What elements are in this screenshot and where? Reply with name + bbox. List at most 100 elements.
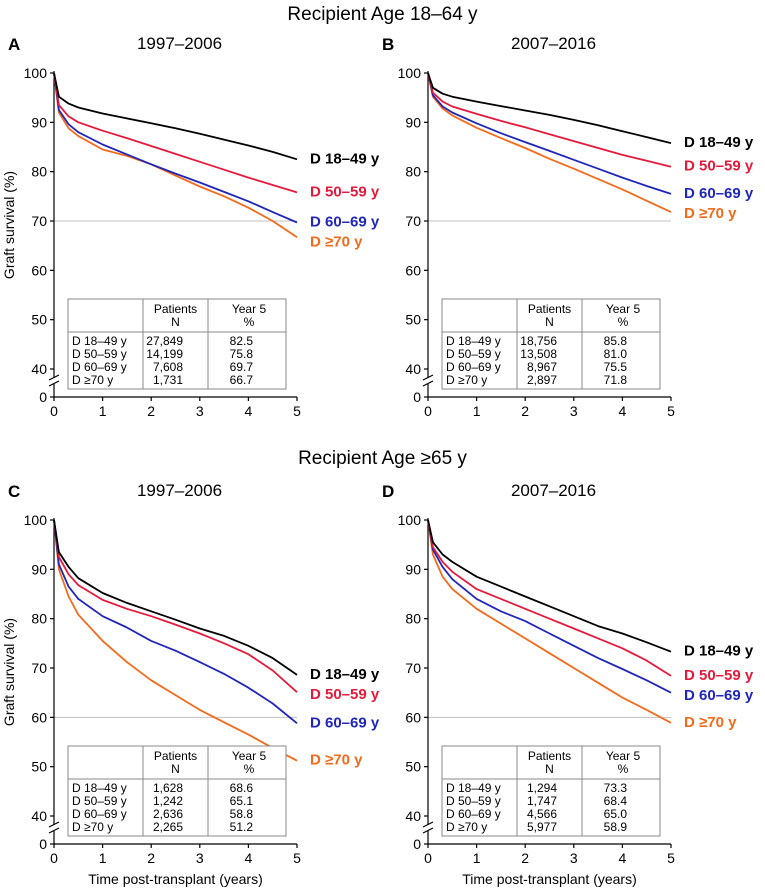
series-end-label: D 50–59 y [310,183,380,200]
y-tick-label: 100 [398,512,422,528]
table-row-label: D 60–69 y [446,807,501,821]
table-row-n: 4,566 [527,807,557,821]
y-tick-label: 100 [24,65,48,81]
series-line [427,72,672,144]
panel-letter: B [382,35,394,54]
table-row-label: D 50–59 y [72,794,127,808]
x-tick-label: 5 [667,403,675,419]
panel-letter: C [8,482,20,501]
table-row-label: D 60–69 y [446,360,501,374]
series-end-label: D 18–49 y [684,643,754,660]
x-tick-label: 0 [424,850,432,866]
table-header-patients: Patients [528,749,571,763]
table-row-n: 1,294 [527,781,557,795]
series-end-label: D 60–69 y [684,687,754,704]
panel-letter: A [8,35,20,54]
x-tick-label: 0 [50,850,58,866]
panel-title: 1997–2006 [137,34,222,53]
series-line [53,519,298,676]
panel-title: 2007–2016 [511,34,596,53]
table-row-n: 14,199 [146,347,183,361]
y-tick-label: 40 [405,361,421,377]
table-row-year5: 66.7 [230,373,254,387]
axis-break-mark [422,827,434,834]
x-tick-label: 0 [424,403,432,419]
axis-break-mark [422,374,434,381]
x-tick-label: 1 [473,403,481,419]
y-tick-label: 80 [405,164,421,180]
series-line [427,72,672,213]
x-axis-label: Time post-transplant (years) [462,871,637,887]
y-tick-label: 80 [31,611,47,627]
series-end-label: D 60–69 y [310,714,380,731]
series-line [53,519,298,724]
panel-title: 1997–2006 [137,481,222,500]
table-row-n: 1,242 [153,794,183,808]
axis-break-mark [422,380,434,387]
x-tick-label: 2 [147,850,155,866]
table-row-n: 13,508 [520,347,557,361]
y-tick-label: 70 [405,660,421,676]
table-row-label: D 60–69 y [72,360,127,374]
series-end-label: D 50–59 y [684,158,754,175]
table-row-n: 27,849 [146,334,183,348]
x-tick-label: 4 [619,850,627,866]
y-tick-label: 80 [31,164,47,180]
x-tick-label: 4 [619,403,627,419]
y-tick-label: 0 [39,836,47,852]
y-tick-label: 0 [413,389,421,405]
series-end-label: D 50–59 y [310,686,380,703]
table-row-n: 18,756 [520,334,557,348]
y-tick-label: 100 [398,65,422,81]
table-header-patients-unit: N [171,762,180,776]
y-tick-label: 0 [413,836,421,852]
table-border [441,745,661,837]
table-row-n: 2,897 [527,373,557,387]
x-tick-label: 1 [99,403,107,419]
table-row-label: D 18–49 y [72,781,127,795]
table-row-year5: 65.0 [604,807,628,821]
x-tick-label: 5 [293,850,301,866]
series-end-label: D 50–59 y [684,667,754,684]
series-end-label: D 60–69 y [684,185,754,202]
table-row-n: 8,967 [527,360,557,374]
table-row-year5: 65.1 [230,794,254,808]
table-row-year5: 75.5 [604,360,628,374]
table-row-year5: 58.8 [230,807,254,821]
series-line [427,519,672,653]
table-header-year5-unit: % [244,762,255,776]
table-row-label: D 18–49 y [72,334,127,348]
y-tick-label: 100 [24,512,48,528]
series-line [53,72,298,161]
x-tick-label: 1 [473,850,481,866]
table-row-label: D ≥70 y [446,820,487,834]
axis-break-mark [48,821,60,828]
table-row-label: D 50–59 y [446,347,501,361]
panel-letter: D [382,482,394,501]
series-end-label: D ≥70 y [310,233,363,250]
x-tick-label: 2 [521,403,529,419]
y-tick-label: 50 [31,312,47,328]
table-row-year5: 81.0 [604,347,628,361]
table-row-n: 2,265 [153,820,183,834]
panel-C: C 1997–2006 0 40 50 60 70 80 90 100 0 1 2 3 4 5 Graft su… [1,481,380,887]
axis-break-mark [48,380,60,387]
table-header-year5: Year 5 [606,302,641,316]
table-row-label: D 60–69 y [72,807,127,821]
table-row-year5: 75.8 [230,347,254,361]
table-row-year5: 68.4 [604,794,628,808]
panel-B: B 2007–2016 0 40 50 60 70 80 90 100 0 1 2 3 4 5 D 18–49 … [382,34,754,419]
y-tick-label: 90 [405,114,421,130]
table-row-n: 1,731 [153,373,183,387]
x-tick-label: 2 [521,850,529,866]
x-tick-label: 4 [245,850,253,866]
table-header-year5: Year 5 [606,749,641,763]
series-line [427,519,672,677]
table-border [67,298,287,390]
x-axis-label: Time post-transplant (years) [88,871,263,887]
table-row-year5: 51.2 [230,820,254,834]
y-tick-label: 50 [31,759,47,775]
